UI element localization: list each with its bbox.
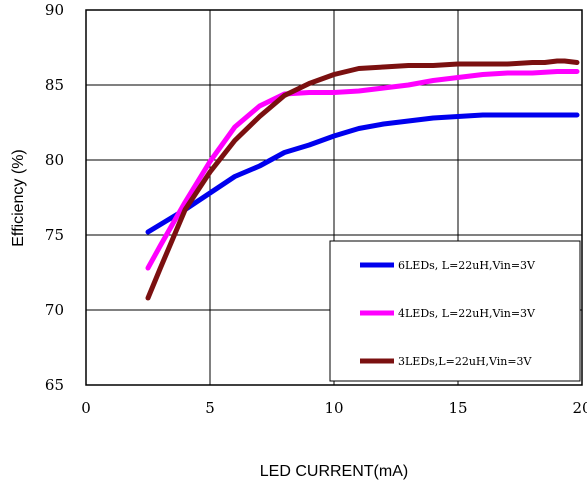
x-tick-label: 20 [572, 399, 587, 417]
legend-label: 3LEDs,L=22uH,Vin=3V [398, 355, 533, 368]
y-tick-label: 80 [45, 151, 64, 169]
legend-label: 6LEDs, L=22uH,Vin=3V [398, 259, 536, 272]
series-line-1 [148, 115, 577, 232]
y-tick-label: 65 [45, 376, 64, 394]
x-axis-title: LED CURRENT(mA) [260, 463, 408, 480]
y-axis-title: Efficiency (%) [10, 149, 27, 247]
legend: 6LEDs, L=22uH,Vin=3V 4LEDs, L=22uH,Vin=3V… [330, 241, 580, 381]
x-tick-label: 0 [81, 399, 91, 417]
x-tick-label: 5 [205, 399, 215, 417]
y-tick-label: 85 [45, 76, 64, 94]
legend-label: 4LEDs, L=22uH,Vin=3V [398, 307, 536, 320]
y-tick-label: 75 [45, 226, 64, 244]
x-tick-label: 10 [324, 399, 343, 417]
y-tick-label: 90 [45, 1, 64, 19]
x-tick-label: 15 [448, 399, 467, 417]
y-tick-label: 70 [45, 301, 64, 319]
